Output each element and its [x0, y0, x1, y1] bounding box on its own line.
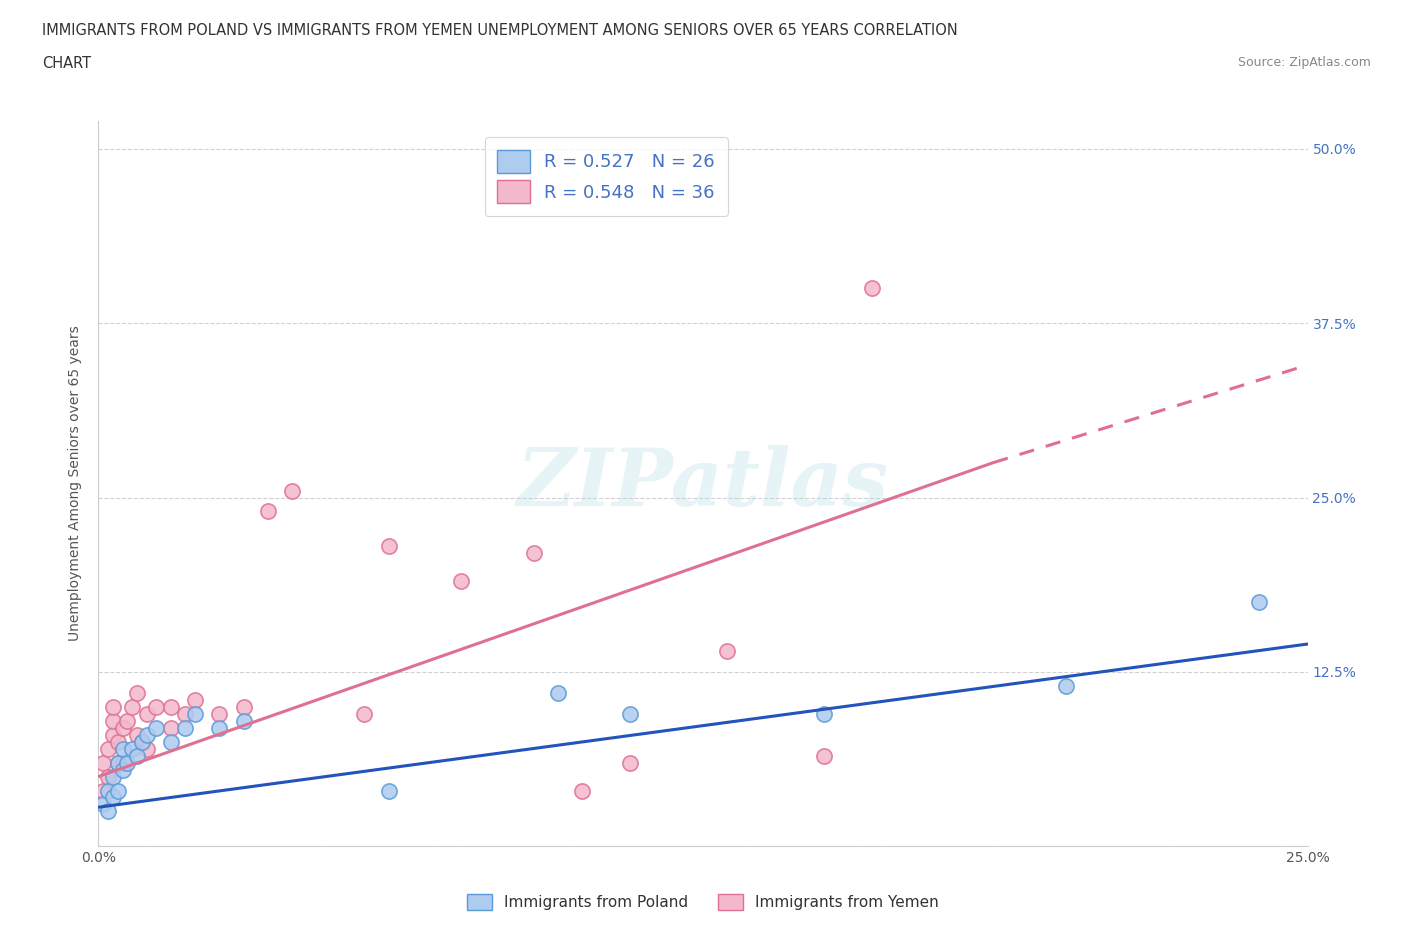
Point — [184, 707, 207, 722]
Point — [127, 727, 149, 742]
Point — [97, 783, 120, 798]
Point — [208, 721, 231, 736]
Point — [813, 707, 835, 722]
Legend: Immigrants from Poland, Immigrants from Yemen: Immigrants from Poland, Immigrants from … — [460, 886, 946, 918]
Point — [184, 692, 207, 708]
Point — [107, 783, 129, 798]
Point — [450, 574, 472, 589]
Point — [208, 707, 231, 722]
Point — [619, 707, 641, 722]
Point — [232, 713, 254, 728]
Point — [91, 797, 114, 812]
Point — [121, 699, 143, 714]
Point — [117, 713, 139, 728]
Point — [131, 735, 153, 750]
Text: ZIPatlas: ZIPatlas — [517, 445, 889, 523]
Point — [107, 755, 129, 770]
Text: IMMIGRANTS FROM POLAND VS IMMIGRANTS FROM YEMEN UNEMPLOYMENT AMONG SENIORS OVER : IMMIGRANTS FROM POLAND VS IMMIGRANTS FRO… — [42, 23, 957, 38]
Point — [377, 783, 399, 798]
Point — [121, 741, 143, 756]
Point — [101, 713, 124, 728]
Point — [127, 748, 149, 763]
Point — [107, 755, 129, 770]
Point — [1249, 595, 1271, 610]
Point — [111, 755, 134, 770]
Point — [135, 727, 157, 742]
Point — [97, 804, 120, 819]
Point — [281, 484, 304, 498]
Point — [97, 769, 120, 784]
Point — [860, 281, 883, 296]
Point — [111, 763, 134, 777]
Point — [232, 699, 254, 714]
Point — [160, 721, 183, 736]
Point — [111, 741, 134, 756]
Point — [135, 707, 157, 722]
Point — [127, 685, 149, 700]
Point — [145, 721, 167, 736]
Point — [117, 755, 139, 770]
Point — [111, 721, 134, 736]
Point — [145, 699, 167, 714]
Point — [107, 735, 129, 750]
Point — [571, 783, 593, 798]
Point — [131, 735, 153, 750]
Point — [101, 699, 124, 714]
Point — [101, 790, 124, 805]
Point — [353, 707, 375, 722]
Point — [547, 685, 569, 700]
Point — [256, 504, 278, 519]
Point — [619, 755, 641, 770]
Point — [101, 769, 124, 784]
Point — [716, 644, 738, 658]
Point — [91, 755, 114, 770]
Text: Source: ZipAtlas.com: Source: ZipAtlas.com — [1237, 56, 1371, 69]
Point — [174, 707, 197, 722]
Point — [1054, 679, 1077, 694]
Text: CHART: CHART — [42, 56, 91, 71]
Point — [101, 727, 124, 742]
Point — [174, 721, 197, 736]
Point — [377, 539, 399, 554]
Point — [135, 741, 157, 756]
Point — [160, 699, 183, 714]
Point — [91, 783, 114, 798]
Point — [813, 748, 835, 763]
Y-axis label: Unemployment Among Seniors over 65 years: Unemployment Among Seniors over 65 years — [69, 326, 83, 642]
Point — [523, 546, 546, 561]
Point — [97, 741, 120, 756]
Legend: R = 0.527   N = 26, R = 0.548   N = 36: R = 0.527 N = 26, R = 0.548 N = 36 — [485, 138, 728, 216]
Point — [160, 735, 183, 750]
